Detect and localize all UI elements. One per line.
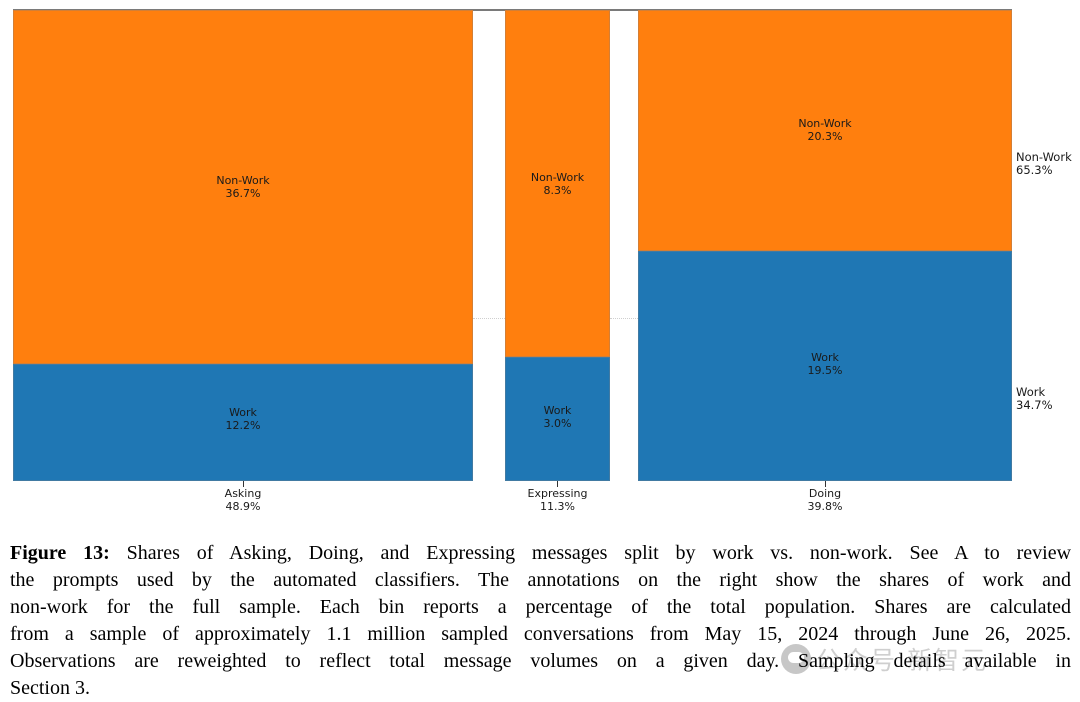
annotation-value: 34.7% bbox=[1016, 398, 1053, 412]
segment-label-name: Work bbox=[543, 404, 572, 417]
caption-line: from a sample of approximately 1.1 milli… bbox=[10, 623, 1071, 645]
x-axis-label-doing: Doing 39.8% bbox=[638, 487, 1012, 513]
mosaic-segment-doing-nonwork bbox=[638, 10, 1012, 251]
x-tick-asking bbox=[243, 481, 244, 487]
segment-label-name: Non-Work bbox=[530, 171, 585, 184]
x-label-value: 48.9% bbox=[225, 500, 261, 513]
mosaic-segment-expressing-nonwork bbox=[505, 10, 610, 357]
segment-label-value: 19.5% bbox=[807, 364, 843, 377]
caption-line: Section 3. bbox=[10, 677, 90, 699]
caption-line: non-work for the full sample. Each bin r… bbox=[10, 596, 1071, 618]
x-tick-doing bbox=[825, 481, 826, 487]
mosaic-segment-doing-work bbox=[638, 251, 1012, 481]
segment-label: Work 3.0% bbox=[505, 404, 610, 430]
watermark-text: 公众号 新智元 bbox=[816, 646, 988, 675]
segment-label-name: Non-Work bbox=[798, 117, 852, 130]
x-label-value: 11.3% bbox=[540, 500, 575, 513]
gap-split-line bbox=[473, 318, 505, 319]
annotation-name: Non-Work bbox=[1016, 150, 1072, 164]
x-label-name: Expressing bbox=[527, 487, 588, 500]
segment-label-name: Work bbox=[229, 406, 257, 419]
annotation-name: Work bbox=[1016, 385, 1046, 399]
gap-split-line bbox=[610, 318, 638, 319]
segment-label: Non-Work 20.3% bbox=[638, 117, 1012, 143]
chart-top-spine bbox=[13, 9, 1012, 11]
segment-label-value: 3.0% bbox=[543, 417, 572, 430]
mosaic-segment-asking-work bbox=[13, 364, 473, 481]
watermark: 公众号 新智元 bbox=[781, 641, 988, 677]
mosaic-segment-asking-nonwork bbox=[13, 10, 473, 364]
segment-label: Non-Work 36.7% bbox=[13, 174, 473, 200]
x-label-name: Asking bbox=[224, 487, 262, 500]
caption-line: Figure 13: Shares of Asking, Doing, and … bbox=[10, 540, 1071, 567]
segment-label-name: Work bbox=[811, 351, 839, 364]
segment-label: Work 12.2% bbox=[13, 406, 473, 432]
mosaic-chart: Non-Work 36.7% Work 12.2% Non-Work 8.3% … bbox=[13, 9, 1072, 513]
right-annotation-nonwork: Non-Work 65.3% bbox=[1016, 151, 1072, 177]
mosaic-segment-expressing-work bbox=[505, 357, 610, 481]
x-label-value: 39.8% bbox=[807, 500, 843, 513]
segment-label: Non-Work 8.3% bbox=[505, 171, 610, 197]
x-label-name: Doing bbox=[808, 487, 842, 500]
segment-label-value: 20.3% bbox=[807, 130, 843, 143]
annotation-value: 65.3% bbox=[1016, 163, 1053, 177]
caption-text: Shares of Asking, Doing, and Expressing … bbox=[126, 542, 1072, 564]
watermark-logo-icon bbox=[781, 644, 811, 674]
caption-line: Observations are reweighted to reflect t… bbox=[10, 650, 1071, 672]
segment-label-value: 36.7% bbox=[225, 187, 261, 200]
x-tick-expressing bbox=[557, 481, 558, 487]
x-axis-label-asking: Asking 48.9% bbox=[13, 487, 473, 513]
segment-label: Work 19.5% bbox=[638, 351, 1012, 377]
figure-number-label: Figure 13: bbox=[10, 542, 110, 564]
figure-caption: Figure 13: Shares of Asking, Doing, and … bbox=[10, 540, 1071, 702]
right-annotation-work: Work 34.7% bbox=[1016, 386, 1053, 412]
segment-label-value: 8.3% bbox=[543, 184, 572, 197]
segment-label-name: Non-Work bbox=[216, 174, 270, 187]
segment-label-value: 12.2% bbox=[225, 419, 261, 432]
x-axis-label-expressing: Expressing 11.3% bbox=[505, 487, 610, 513]
caption-line: the prompts used by the automated classi… bbox=[10, 569, 1071, 591]
